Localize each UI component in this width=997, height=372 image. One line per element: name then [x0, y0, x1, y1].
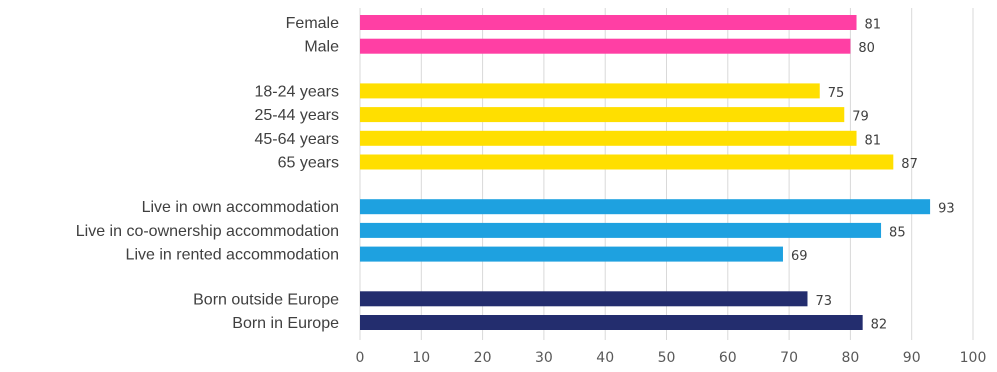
value-label: 81 [865, 18, 882, 33]
x-tick-label: 50 [658, 350, 676, 366]
bar [360, 107, 845, 123]
bar [360, 199, 931, 215]
x-tick-label: 0 [356, 350, 365, 366]
bar [360, 246, 783, 262]
value-label: 73 [815, 294, 832, 309]
category-label: Live in own accommodation [142, 199, 339, 216]
x-tick-label: 40 [596, 350, 614, 366]
value-label: 85 [889, 225, 906, 240]
x-tick-label: 10 [412, 350, 430, 366]
bar [360, 315, 863, 330]
category-label: 65 years [278, 155, 339, 172]
x-tick-label: 80 [841, 350, 859, 366]
bar [360, 291, 808, 307]
x-tick-label: 20 [474, 350, 492, 366]
gridlines [359, 8, 974, 340]
category-label: Male [304, 39, 339, 56]
value-label: 80 [858, 41, 875, 56]
category-label: 18-24 years [255, 83, 340, 100]
bars [360, 15, 931, 330]
x-tick-label: 90 [903, 350, 921, 366]
bar [360, 38, 851, 54]
value-label: 82 [871, 318, 888, 333]
value-label: 79 [852, 110, 869, 125]
category-label: Born outside Europe [193, 291, 339, 308]
value-label: 75 [828, 86, 845, 101]
value-label: 81 [865, 133, 882, 148]
bar [360, 15, 857, 30]
bar [360, 154, 894, 170]
bar [360, 222, 882, 238]
value-labels: 81 80 75 79 81 87 93 85 69 73 82 [791, 18, 955, 333]
category-label: Live in rented accommodation [126, 247, 339, 264]
category-labels: Female Male 18-24 years 25-44 years 45-64 ye… [76, 15, 339, 332]
category-label: Female [286, 15, 339, 32]
x-axis-tick-labels: 0 10 20 30 40 50 60 70 80 90 100 [356, 350, 987, 366]
category-label: Live in co-ownership accommodation [76, 223, 339, 240]
value-label: 69 [791, 249, 808, 264]
value-label: 93 [938, 202, 955, 217]
value-label: 87 [901, 157, 918, 172]
x-tick-label: 60 [719, 350, 737, 366]
x-tick-label: 70 [780, 350, 798, 366]
category-label: 45-64 years [255, 131, 340, 148]
bar [360, 130, 857, 146]
x-tick-label: 30 [535, 350, 553, 366]
category-label: Born in Europe [232, 315, 339, 332]
x-tick-label: 100 [960, 350, 987, 366]
bar [360, 83, 820, 99]
category-label: 25-44 years [255, 107, 340, 124]
